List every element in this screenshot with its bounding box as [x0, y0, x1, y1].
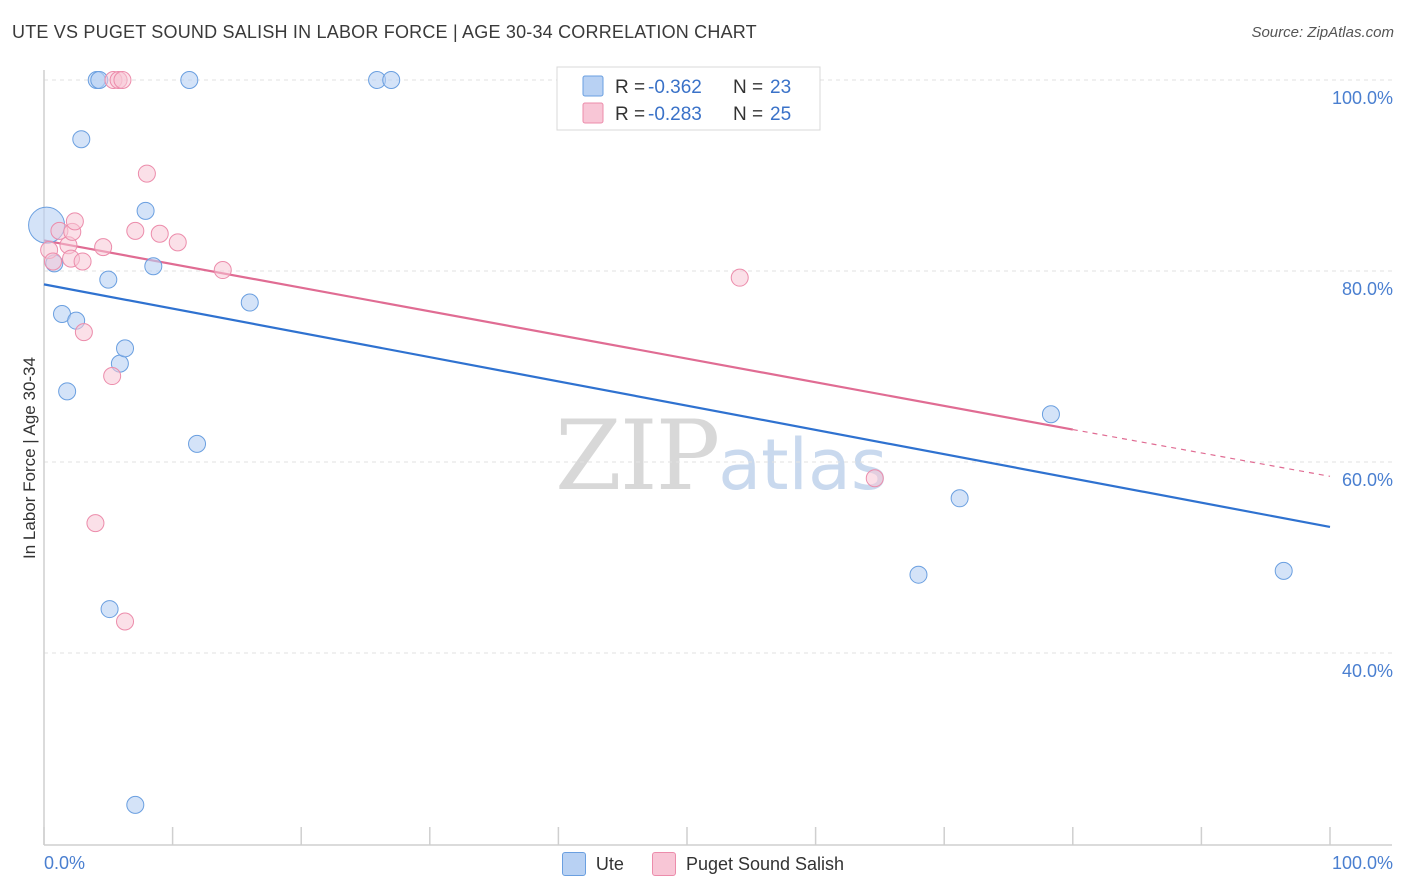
legend-r-value: -0.283 [648, 104, 702, 125]
salish-trend-line [43, 239, 1073, 431]
legend-swatch-ute [582, 75, 604, 97]
ute-trend-line [43, 283, 1331, 529]
y-tick-label: 60.0% [1342, 470, 1393, 490]
salish-point [168, 233, 187, 252]
legend-n-value: 25 [770, 104, 791, 125]
legend-label-ute: Ute [595, 853, 624, 874]
salish-point [126, 221, 145, 240]
legend-n-label: N = [733, 104, 763, 125]
legend-r-label: R = [615, 77, 645, 98]
ute-point [136, 201, 155, 220]
ute-point [126, 795, 145, 814]
salish-point [150, 224, 169, 243]
ute-point [116, 339, 135, 358]
grid-lines [44, 79, 1392, 654]
ute-point [188, 434, 207, 453]
legend-item-ute[interactable]: Ute [561, 852, 624, 876]
bottom-legend: Ute Puget Sound Salish [0, 852, 1406, 876]
legend-item-salish[interactable]: Puget Sound Salish [651, 852, 845, 876]
source-label: Source: ZipAtlas.com [1251, 24, 1394, 41]
tick-labels: 40.0% 60.0% 80.0% 100.0% 0.0% 100.0% [44, 88, 1393, 873]
trend-lines [43, 239, 1331, 529]
chart-title: UTE VS PUGET SOUND SALISH IN LABOR FORCE… [12, 22, 757, 42]
salish-point [865, 469, 884, 488]
ute-point [382, 71, 401, 89]
salish-point [73, 252, 92, 271]
legend-r-label: R = [615, 104, 645, 125]
ute-point [1274, 561, 1293, 580]
legend-label-salish: Puget Sound Salish [685, 853, 845, 874]
legend-swatch-salish [582, 102, 604, 124]
salish-swatch [651, 852, 676, 876]
salish-trend-extension [1072, 428, 1331, 477]
y-tick-label: 100.0% [1332, 88, 1393, 108]
data-points [28, 71, 1293, 814]
salish-point [730, 268, 749, 287]
salish-point [44, 252, 63, 271]
legend-n-value: 23 [770, 77, 791, 98]
ute-point [950, 489, 969, 508]
salish-point [116, 612, 135, 631]
ute-point [100, 600, 119, 619]
salish-point [94, 238, 113, 257]
legend-box: R = -0.362 N = 23 R = -0.283 N = 25 [556, 66, 821, 131]
ute-point [909, 565, 928, 584]
salish-point [86, 514, 105, 533]
ute-point [1041, 405, 1060, 424]
ute-point [144, 257, 163, 276]
axes [43, 70, 1392, 846]
watermark-zip: ZIP [555, 400, 720, 512]
ute-point [240, 293, 259, 312]
salish-point [74, 323, 93, 342]
ute-point [99, 270, 118, 289]
salish-point [137, 164, 156, 183]
x-tick-label: 0.0% [44, 853, 85, 873]
ute-swatch [561, 852, 586, 876]
x-tick-label: 100.0% [1332, 853, 1393, 873]
y-tick-label: 40.0% [1342, 661, 1393, 681]
salish-point [103, 367, 122, 386]
legend-r-value: -0.362 [648, 77, 702, 98]
y-tick-label: 80.0% [1342, 279, 1393, 299]
ute-point [72, 130, 91, 149]
ute-point [180, 71, 199, 89]
ute-point [58, 382, 77, 401]
salish-point [113, 71, 132, 89]
salish-point [65, 212, 84, 231]
legend-n-label: N = [733, 77, 763, 98]
salish-point [213, 261, 232, 280]
